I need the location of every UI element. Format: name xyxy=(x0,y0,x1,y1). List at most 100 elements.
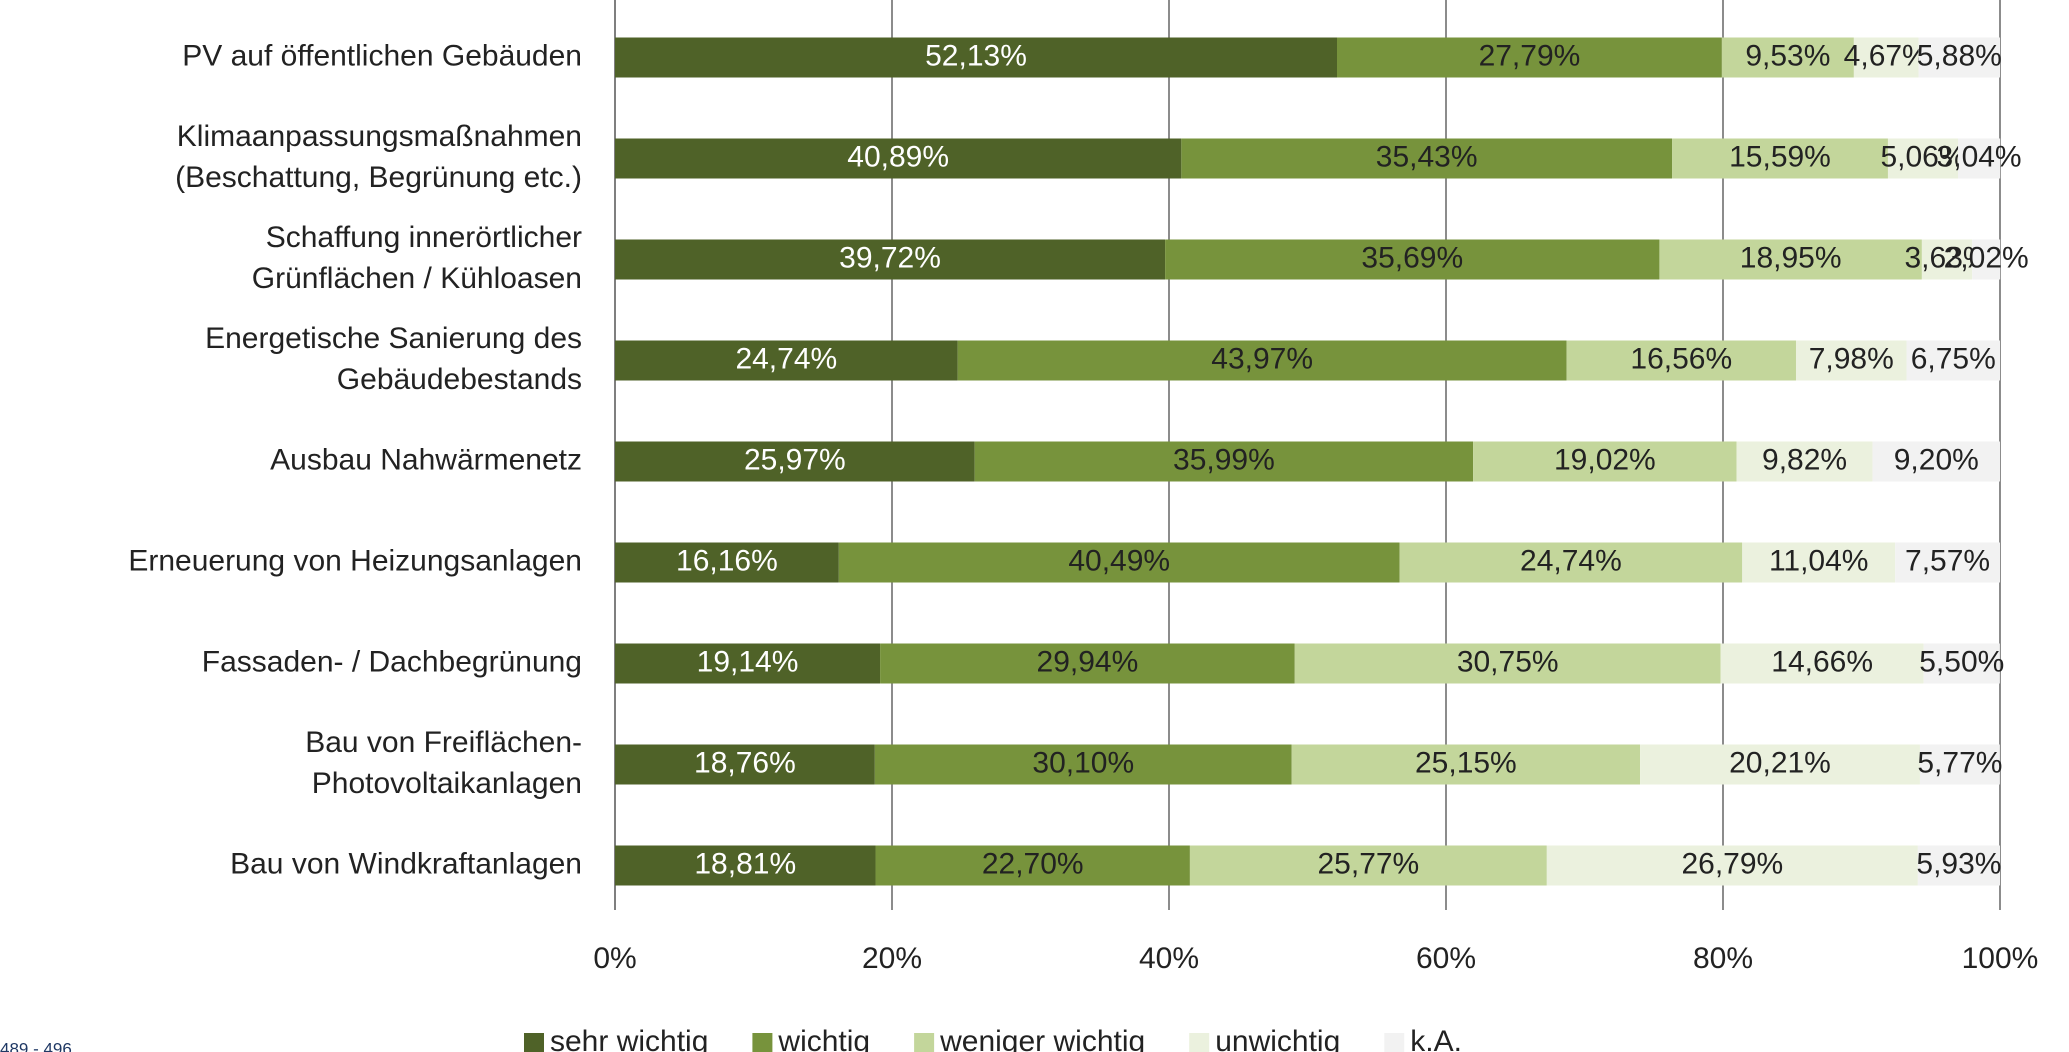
value-label: 22,70% xyxy=(982,847,1084,880)
value-label: 18,81% xyxy=(694,847,796,880)
legend-label: wichtig xyxy=(777,1025,870,1052)
value-label: 11,04% xyxy=(1769,544,1869,577)
x-tick-label: 40% xyxy=(1139,942,1199,975)
value-label: 27,79% xyxy=(1479,39,1581,72)
value-label: 26,79% xyxy=(1681,847,1783,880)
bar-segment xyxy=(874,744,1292,785)
bar-segment xyxy=(1546,845,1918,886)
bar-segment xyxy=(1181,138,1673,179)
bar-segment xyxy=(1399,542,1743,583)
bar-segment xyxy=(1294,643,1721,684)
bar-segment xyxy=(1566,340,1796,381)
value-label: 4,67% xyxy=(1844,39,1929,72)
bar-segment xyxy=(1337,37,1722,78)
bar-segment xyxy=(974,441,1474,482)
bar-segment xyxy=(615,744,875,785)
bar-segment xyxy=(1672,138,1888,179)
value-label: 39,72% xyxy=(839,241,941,274)
x-tick-label: 0% xyxy=(593,942,636,975)
category-label: (Beschattung, Begrünung etc.) xyxy=(175,161,582,194)
category-label: Energetische Sanierung des xyxy=(205,322,582,355)
value-label: 6,75% xyxy=(1911,342,1996,375)
legend-label: k.A. xyxy=(1410,1025,1462,1052)
x-tick-label: 100% xyxy=(1962,942,2039,975)
bar-segment xyxy=(1872,441,2000,482)
value-label: 9,53% xyxy=(1745,39,1830,72)
bar-segment xyxy=(1291,744,1641,785)
category-label: Bau von Freiflächen- xyxy=(305,726,582,759)
value-label: 43,97% xyxy=(1211,342,1313,375)
value-label: 40,89% xyxy=(847,140,949,173)
value-label: 5,77% xyxy=(1917,746,2002,779)
bar-segment xyxy=(615,542,839,583)
legend-label: weniger wichtig xyxy=(939,1025,1145,1052)
bar-segment xyxy=(615,138,1182,179)
category-label: Ausbau Nahwärmenetz xyxy=(270,443,582,476)
bar-segment xyxy=(1473,441,1737,482)
value-label: 19,14% xyxy=(697,645,799,678)
category-label: Erneuerung von Heizungsanlagen xyxy=(128,544,582,577)
category-label: Klimaanpassungsmaßnahmen xyxy=(177,120,582,153)
bar-segment xyxy=(957,340,1567,381)
bar-segment xyxy=(615,37,1338,78)
bar-segment xyxy=(1736,441,1873,482)
value-label: 25,97% xyxy=(744,443,846,476)
bar-segment xyxy=(1923,643,2000,684)
value-label: 20,21% xyxy=(1729,746,1831,779)
x-tick-label: 20% xyxy=(862,942,922,975)
category-label: Schaffung innerörtlicher xyxy=(266,221,582,254)
bar-segment xyxy=(1958,138,2001,179)
category-label: Grünflächen / Kühloasen xyxy=(252,262,582,295)
value-label: 9,82% xyxy=(1762,443,1847,476)
bar-segment xyxy=(1853,37,1919,78)
value-label: 30,10% xyxy=(1032,746,1134,779)
value-label: 5,88% xyxy=(1917,39,2002,72)
bar-segment xyxy=(1906,340,2000,381)
value-label: 2,02% xyxy=(1944,241,2029,274)
value-label: 5,93% xyxy=(1916,847,2001,880)
value-label: 15,59% xyxy=(1729,140,1831,173)
value-label: 35,99% xyxy=(1173,443,1275,476)
bar-segment xyxy=(838,542,1400,583)
legend-swatch xyxy=(914,1033,935,1052)
bar-segment xyxy=(1640,744,1920,785)
value-label: 25,77% xyxy=(1317,847,1419,880)
value-label: 7,98% xyxy=(1809,342,1894,375)
x-tick-label: 60% xyxy=(1416,942,1476,975)
bar-segment xyxy=(615,340,958,381)
bar-segment xyxy=(615,643,881,684)
bar-segment xyxy=(1972,239,2001,280)
value-label: 18,76% xyxy=(694,746,796,779)
bar-segment xyxy=(1165,239,1660,280)
bar-segment xyxy=(875,845,1190,886)
legend-swatch xyxy=(1189,1033,1210,1052)
bar-segment xyxy=(1917,845,2000,886)
value-label: 18,95% xyxy=(1740,241,1842,274)
bar-segment xyxy=(1189,845,1547,886)
value-label: 16,56% xyxy=(1630,342,1732,375)
bar-segment xyxy=(1659,239,1922,280)
category-label: PV auf öffentlichen Gebäuden xyxy=(182,39,582,72)
value-label: 5,50% xyxy=(1919,645,2004,678)
bar-segment xyxy=(615,845,876,886)
bar-segment xyxy=(1720,643,1924,684)
bar-segment xyxy=(1921,239,1973,280)
value-label: 3,04% xyxy=(1937,140,2022,173)
bar-segment xyxy=(1721,37,1854,78)
bar-segment xyxy=(1918,37,2000,78)
bar-segment xyxy=(1742,542,1896,583)
value-label: 19,02% xyxy=(1554,443,1656,476)
bar-segment xyxy=(1887,138,1959,179)
value-label: 29,94% xyxy=(1037,645,1139,678)
value-label: 24,74% xyxy=(735,342,837,375)
legend-swatch xyxy=(752,1033,773,1052)
value-label: 30,75% xyxy=(1457,645,1559,678)
value-label: 16,16% xyxy=(676,544,778,577)
value-label: 7,57% xyxy=(1905,544,1990,577)
bar-segment xyxy=(615,441,975,482)
legend-label: sehr wichtig xyxy=(550,1025,708,1052)
legend-swatch xyxy=(1384,1033,1405,1052)
value-label: 5,06% xyxy=(1880,140,1965,173)
bar-segment xyxy=(1795,340,1907,381)
